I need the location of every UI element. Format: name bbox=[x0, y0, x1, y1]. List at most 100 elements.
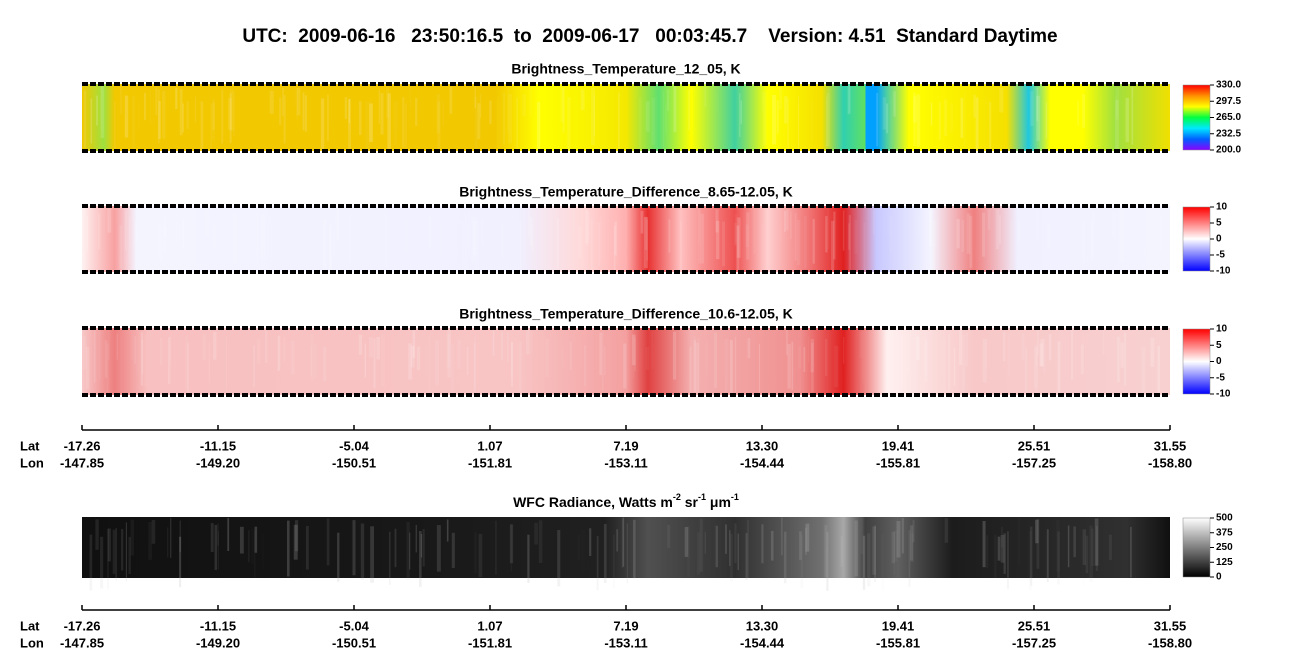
texture bbox=[599, 95, 601, 116]
texture bbox=[394, 528, 397, 568]
texture bbox=[715, 91, 718, 113]
texture bbox=[860, 517, 864, 555]
texture bbox=[378, 90, 381, 124]
texture bbox=[578, 535, 580, 561]
texture bbox=[1082, 534, 1084, 587]
texture bbox=[200, 101, 204, 152]
texture bbox=[250, 216, 253, 256]
texture bbox=[1043, 337, 1046, 374]
texture bbox=[83, 90, 87, 148]
texture bbox=[185, 335, 188, 390]
texture bbox=[420, 534, 423, 558]
texture bbox=[613, 225, 616, 286]
lon-label: -153.11 bbox=[604, 455, 647, 470]
texture bbox=[618, 92, 620, 153]
texture bbox=[107, 342, 110, 397]
texture bbox=[1159, 213, 1162, 253]
texture bbox=[929, 210, 932, 247]
texture bbox=[603, 346, 606, 376]
texture bbox=[826, 96, 828, 150]
texture bbox=[121, 529, 124, 571]
texture bbox=[989, 101, 992, 158]
texture bbox=[358, 517, 362, 567]
texture bbox=[369, 337, 374, 358]
texture bbox=[804, 215, 807, 269]
texture bbox=[261, 213, 265, 250]
texture bbox=[848, 223, 850, 250]
texture bbox=[638, 97, 642, 154]
texture bbox=[150, 212, 153, 257]
texture bbox=[446, 333, 450, 368]
texture bbox=[210, 523, 214, 553]
texture bbox=[329, 224, 333, 274]
texture bbox=[1082, 94, 1086, 128]
texture bbox=[180, 215, 185, 262]
texture bbox=[706, 342, 708, 376]
texture bbox=[824, 525, 828, 578]
texture bbox=[862, 535, 866, 590]
texture bbox=[133, 87, 136, 110]
colorbar-tick-label: -5 bbox=[1216, 372, 1225, 383]
texture bbox=[405, 103, 407, 156]
texture bbox=[1008, 333, 1010, 378]
texture bbox=[831, 220, 835, 272]
texture bbox=[1002, 331, 1006, 362]
texture bbox=[436, 93, 441, 133]
texture bbox=[388, 531, 391, 585]
texture bbox=[1091, 211, 1095, 258]
texture bbox=[352, 520, 356, 576]
texture bbox=[975, 97, 979, 155]
texture bbox=[236, 225, 238, 267]
texture bbox=[217, 523, 219, 546]
texture bbox=[239, 526, 244, 554]
texture bbox=[1035, 345, 1038, 396]
texture bbox=[916, 94, 921, 147]
texture bbox=[1123, 332, 1127, 386]
texture bbox=[502, 92, 506, 145]
texture bbox=[219, 218, 222, 246]
texture bbox=[745, 533, 748, 581]
lat-label: 13.30 bbox=[746, 618, 779, 633]
texture bbox=[331, 93, 332, 125]
texture bbox=[932, 216, 934, 251]
texture bbox=[1036, 87, 1039, 122]
texture bbox=[306, 525, 309, 570]
texture bbox=[507, 86, 510, 134]
lat-label: 1.07 bbox=[477, 618, 502, 633]
texture bbox=[466, 346, 469, 376]
texture bbox=[504, 88, 506, 136]
texture bbox=[1037, 328, 1039, 356]
texture bbox=[474, 84, 476, 109]
texture bbox=[227, 98, 232, 130]
texture bbox=[840, 536, 843, 567]
texture bbox=[489, 100, 492, 125]
texture bbox=[747, 338, 751, 359]
texture bbox=[714, 332, 717, 388]
texture bbox=[418, 88, 420, 113]
colorbar-tick-label: 5 bbox=[1216, 340, 1222, 351]
texture bbox=[1058, 340, 1062, 394]
texture bbox=[472, 220, 477, 256]
texture bbox=[1018, 517, 1020, 565]
texture bbox=[913, 96, 917, 123]
texture bbox=[562, 87, 565, 133]
texture bbox=[480, 220, 484, 244]
texture bbox=[893, 91, 896, 117]
texture bbox=[160, 337, 162, 365]
texture bbox=[337, 532, 340, 582]
texture bbox=[805, 527, 807, 555]
lon-label: -147.85 bbox=[60, 635, 104, 650]
texture bbox=[871, 210, 875, 231]
texture bbox=[673, 331, 677, 380]
texture bbox=[1035, 341, 1038, 367]
texture bbox=[141, 340, 144, 374]
texture bbox=[278, 335, 281, 371]
texture bbox=[1088, 209, 1093, 244]
texture bbox=[474, 334, 476, 390]
texture bbox=[725, 524, 727, 554]
texture bbox=[698, 210, 701, 244]
texture bbox=[1093, 206, 1095, 266]
texture bbox=[1130, 526, 1132, 578]
texture bbox=[569, 341, 572, 371]
texture bbox=[1102, 328, 1105, 355]
